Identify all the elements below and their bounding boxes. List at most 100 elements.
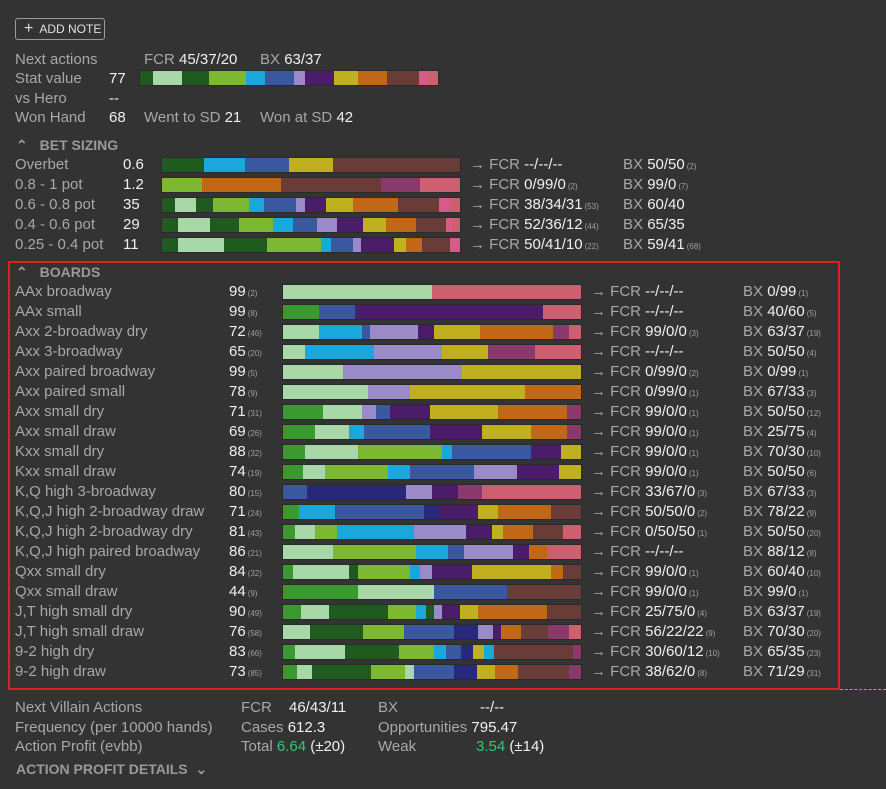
board-row[interactable]: Kxx small draw 74 (19) → FCR 99/0/0 (1) BX 50… [0, 463, 886, 483]
bet-sizing-row[interactable]: Overbet 0.6 → FCR --/--/-- BX 50/50 (2) [0, 156, 886, 176]
row-label: AAx broadway [15, 283, 112, 300]
row-bar [282, 304, 582, 320]
bar-segment [441, 445, 452, 459]
bx-value: 99/0 [647, 176, 677, 193]
row-bar [161, 197, 461, 213]
row-value: 86 (21) [229, 543, 262, 560]
bar-segment [447, 545, 464, 559]
bet-sizing-header[interactable]: ⌃ BET SIZING [16, 137, 118, 154]
board-row[interactable]: Axx paired broadway 99 (5) → FCR 0/99/0 (2) B… [0, 363, 886, 383]
bar-segment [398, 198, 439, 212]
bet-sizing-row[interactable]: 0.4 - 0.6 pot 29 → FCR 52/36/12 (44) BX 65/3… [0, 216, 886, 236]
bar-segment [283, 605, 301, 619]
bar-segment [364, 425, 430, 439]
next-actions-fcr: FCR 45/37/20 [144, 51, 237, 68]
row-bx: BX 50/50 (20) [743, 523, 821, 540]
board-row[interactable]: 9-2 high draw 73 (85) → FCR 38/62/0 (8) BX 71… [0, 663, 886, 683]
bar-segment [525, 385, 581, 399]
bet-sizing-row[interactable]: 0.25 - 0.4 pot 11 → FCR 50/41/10 (22) BX 59/… [0, 236, 886, 256]
fcr-label: FCR [610, 383, 641, 400]
bar-segment [357, 71, 388, 85]
fcr-value: 30/60/12 [645, 643, 704, 660]
bx-value: 50/50 [767, 523, 805, 540]
fcr-count: (1) [688, 589, 699, 598]
board-row[interactable]: Axx 3-broadway 65 (20) → FCR --/--/-- BX 50/… [0, 343, 886, 363]
bar-segment [162, 198, 175, 212]
board-row[interactable]: K,Q,J high paired broadway 86 (21) → FCR --… [0, 543, 886, 563]
row-value: 81 (43) [229, 523, 262, 540]
bar-segment [547, 605, 581, 619]
bx-value: 50/50 [767, 343, 805, 360]
bx-count: (4) [806, 429, 817, 438]
board-row[interactable]: Axx small draw 69 (26) → FCR 99/0/0 (1) BX 25… [0, 423, 886, 443]
board-row[interactable]: Kxx small dry 88 (32) → FCR 99/0/0 (1) BX 70/… [0, 443, 886, 463]
board-row[interactable]: 9-2 high dry 83 (66) → FCR 30/60/12 (10) BX 6… [0, 643, 886, 663]
board-row[interactable]: Qxx small dry 84 (32) → FCR 99/0/0 (1) BX 60/… [0, 563, 886, 583]
bx-value: 88/12 [767, 543, 805, 560]
boards-header[interactable]: ⌃ BOARDS [16, 264, 100, 281]
board-row[interactable]: AAx broadway 99 (2) → FCR --/--/-- BX 0/99 (1… [0, 283, 886, 303]
arrow-icon: → [591, 383, 606, 400]
row-bx: BX 71/29 (31) [743, 663, 821, 680]
bar-segment [294, 71, 305, 85]
add-note-button[interactable]: + ADD NOTE [15, 18, 105, 40]
bar-segment [410, 465, 474, 479]
bar-segment [563, 525, 581, 539]
row-value: 73 (85) [229, 663, 262, 680]
bet-sizing-row[interactable]: 0.8 - 1 pot 1.2 → FCR 0/99/0 (2) BX 99/0 (7) [0, 176, 886, 196]
board-row[interactable]: Axx 2-broadway dry 72 (46) → FCR 99/0/0 (3) B… [0, 323, 886, 343]
board-row[interactable]: K,Q high 3-broadway 80 (15) → FCR 33/67/0 (3… [0, 483, 886, 503]
bx-label: BX [743, 343, 764, 360]
board-row[interactable]: J,T high small dry 90 (49) → FCR 25/75/0 (4)… [0, 603, 886, 623]
board-row[interactable]: K,Q,J high 2-broadway draw 71 (24) → FCR 50… [0, 503, 886, 523]
row-bar [282, 464, 582, 480]
next-actions-label: Next actions [15, 51, 98, 68]
fcr-count: (1) [688, 569, 699, 578]
count: (46) [247, 329, 262, 338]
board-row[interactable]: Axx small dry 71 (31) → FCR 99/0/0 (1) BX 50/… [0, 403, 886, 423]
arrow-icon: → [591, 443, 606, 460]
stat-value: 77 [109, 70, 126, 87]
bet-sizing-title: BET SIZING [39, 137, 119, 153]
value: 99 [229, 363, 246, 380]
row-fcr: → FCR 0/99/0 (1) [591, 383, 699, 400]
bar-segment [481, 425, 532, 439]
bx-value: 60/40 [767, 563, 805, 580]
row-bar [282, 544, 582, 560]
row-bar [282, 404, 582, 420]
board-row[interactable]: AAx small 99 (8) → FCR --/--/-- BX 40/60 (5) [0, 303, 886, 323]
row-bx: BX 78/22 (9) [743, 503, 817, 520]
row-label: Qxx small dry [15, 563, 106, 580]
total-label: Total [241, 738, 273, 755]
board-row[interactable]: K,Q,J high 2-broadway dry 81 (43) → FCR 0/5… [0, 523, 886, 543]
fcr-label: FCR [610, 363, 641, 380]
action-profit-details-toggle[interactable]: ACTION PROFIT DETAILS ⌄ [16, 761, 207, 778]
bar-segment [304, 445, 359, 459]
bar-segment [497, 505, 552, 519]
row-fcr: → FCR 52/36/12 (44) [470, 216, 599, 233]
fcr-label: FCR [489, 216, 520, 233]
opportunities-value: 795.47 [471, 719, 518, 736]
bet-sizing-row[interactable]: 0.6 - 0.8 pot 35 → FCR 38/34/31 (53) BX 60/4… [0, 196, 886, 216]
fcr-count: (2) [567, 182, 578, 191]
fcr-value: 38/62/0 [645, 663, 696, 680]
fcr-count: (8) [697, 669, 707, 678]
bar-segment [328, 605, 389, 619]
bar-segment [420, 178, 460, 192]
board-row[interactable]: Axx paired small 78 (9) → FCR 0/99/0 (1) BX 6… [0, 383, 886, 403]
bar-segment [353, 198, 399, 212]
board-row[interactable]: Qxx small draw 44 (9) → FCR 99/0/0 (1) BX 99/… [0, 583, 886, 603]
fcr-label: FCR [610, 643, 641, 660]
bar-segment [302, 465, 325, 479]
fcr-count: (1) [688, 389, 699, 398]
bar-segment [394, 238, 407, 252]
bar-segment [531, 445, 562, 459]
arrow-icon: → [591, 343, 606, 360]
row-bar [161, 237, 461, 253]
bx-value: 40/60 [767, 303, 805, 320]
fcr-value: 99/0/0 [645, 423, 687, 440]
board-row[interactable]: J,T high small draw 76 (58) → FCR 56/22/22(… [0, 623, 886, 643]
row-fcr: → FCR 33/67/0 (3) [591, 483, 707, 500]
bar-segment [572, 645, 581, 659]
fcr-label: FCR [489, 156, 520, 173]
